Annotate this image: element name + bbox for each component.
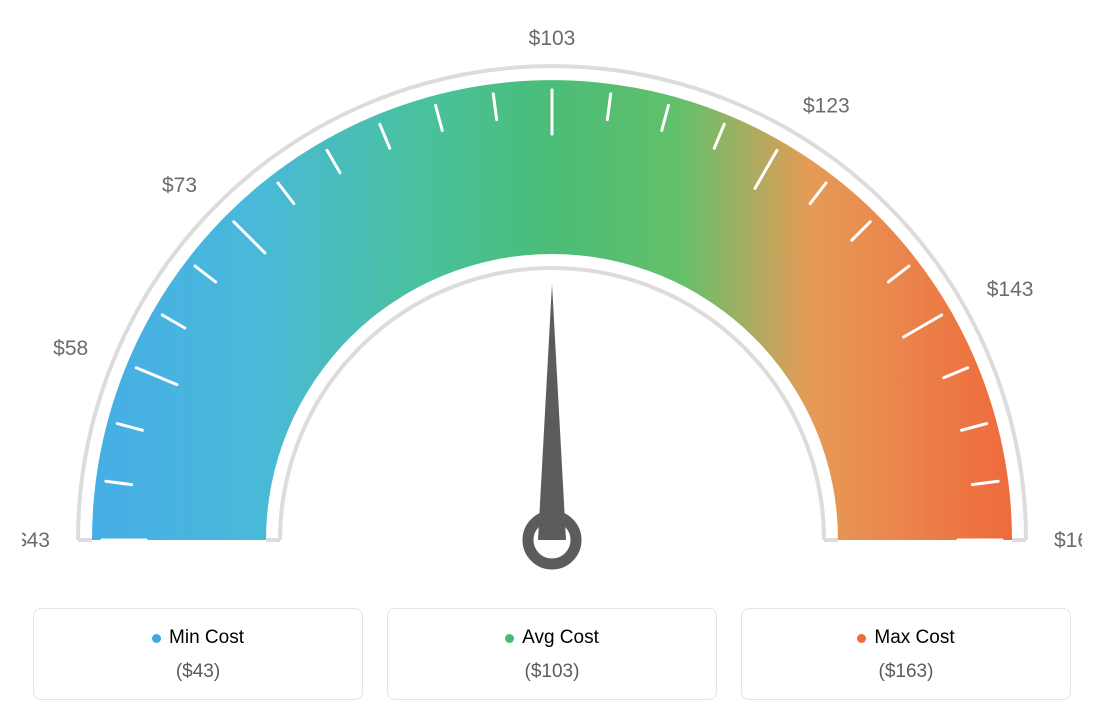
svg-text:$123: $123 [803,94,850,117]
svg-text:$43: $43 [22,529,50,552]
svg-text:$73: $73 [162,174,197,197]
legend-card-min: Min Cost ($43) [33,608,363,700]
legend-label-avg: Avg Cost [522,627,599,649]
legend-title-min: Min Cost [152,627,244,649]
legend-title-max: Max Cost [857,627,954,649]
legend-value-avg: ($103) [398,661,706,683]
svg-text:$58: $58 [53,337,88,360]
legend-card-max: Max Cost ($163) [741,608,1071,700]
legend-dot-avg [505,634,514,643]
legend-label-max: Max Cost [874,627,954,649]
legend-label-min: Min Cost [169,627,244,649]
legend-value-min: ($43) [44,661,352,683]
legend-dot-max [857,634,866,643]
legend-card-avg: Avg Cost ($103) [387,608,717,700]
svg-text:$143: $143 [987,278,1034,301]
svg-text:$163: $163 [1054,529,1082,552]
legend-dot-min [152,634,161,643]
svg-text:$103: $103 [529,27,576,50]
legend-title-avg: Avg Cost [505,627,599,649]
legend-value-max: ($163) [752,661,1060,683]
gauge-chart: $43 $58 $73 $103 $123 $143 $163 Min Cost ($43)… [22,20,1082,700]
gauge-svg: $43 $58 $73 $103 $123 $143 $163 [22,20,1082,580]
legend-row: Min Cost ($43) Avg Cost ($103) Max Cost … [22,608,1082,700]
